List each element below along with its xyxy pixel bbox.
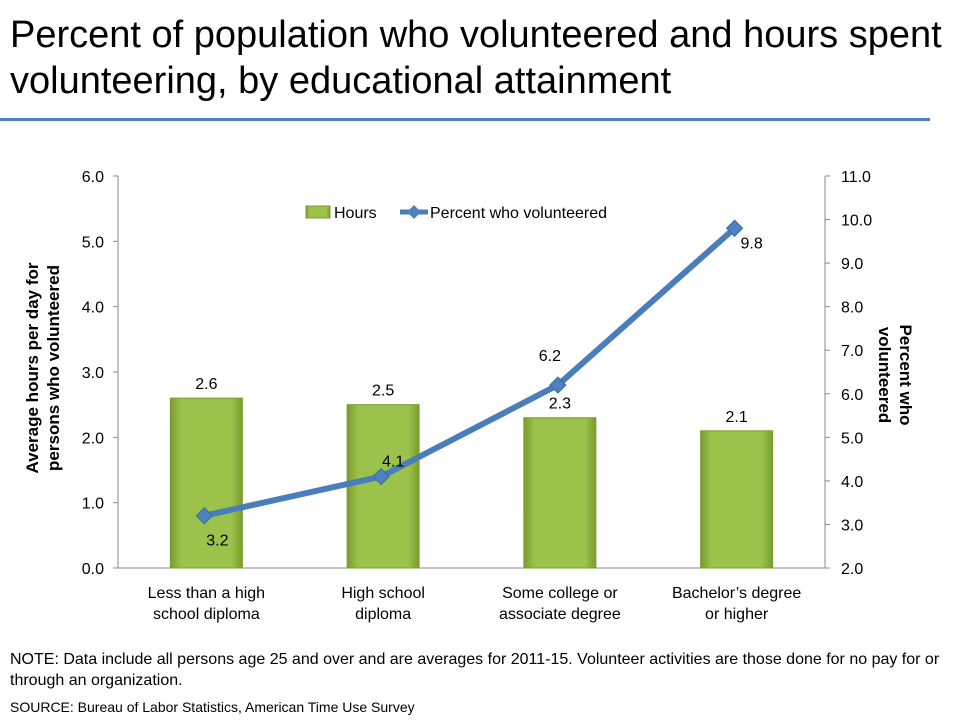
- right-tick-label: 3.0: [841, 517, 863, 534]
- bar-data-label: 2.1: [726, 409, 748, 426]
- category-label: school diploma: [153, 606, 260, 623]
- line-marker: [549, 376, 567, 394]
- right-tick-label: 2.0: [841, 561, 863, 578]
- left-axis-title: Average hours per day for persons who vol…: [23, 262, 63, 473]
- right-tick-label: 11.0: [841, 169, 871, 186]
- source: SOURCE: Bureau of Labor Statistics, Amer…: [10, 699, 415, 715]
- bar: [700, 430, 774, 569]
- right-tick-label: 5.0: [841, 430, 863, 447]
- right-tick-label: 7.0: [841, 343, 863, 360]
- left-tick-label: 2.0: [82, 430, 104, 447]
- bar-data-label: 2.6: [195, 376, 217, 393]
- line-series: [203, 226, 737, 519]
- chart-title: Percent of population who volunteered an…: [10, 14, 942, 102]
- line-data-label: 9.8: [741, 235, 763, 252]
- note: NOTE: Data include all persons age 25 an…: [10, 651, 940, 689]
- right-tick-label: 9.0: [841, 256, 863, 273]
- right-axis-title: Percent whovolunteered: [875, 324, 915, 425]
- left-tick-label: 0.0: [82, 561, 104, 578]
- category-label: Bachelor’s degree: [672, 585, 801, 602]
- category-label: Less than a high: [148, 585, 265, 602]
- legend-label-hours: Hours: [334, 205, 377, 222]
- line-data-label: 4.1: [382, 454, 404, 471]
- right-tick-label: 4.0: [841, 474, 863, 491]
- category-label: or higher: [705, 606, 769, 623]
- left-tick-label: 5.0: [82, 234, 104, 251]
- left-tick-label: 1.0: [82, 496, 104, 513]
- bar: [523, 417, 597, 569]
- line-marker: [372, 467, 390, 486]
- legend-label-percent: Percent who volunteered: [430, 205, 607, 222]
- bar-data-label: 2.3: [549, 396, 571, 413]
- bar-data-label: 2.5: [372, 383, 394, 400]
- category-label: associate degree: [499, 606, 621, 623]
- legend-bar-swatch: [305, 205, 331, 219]
- title-divider: [0, 118, 930, 121]
- left-tick-label: 6.0: [82, 169, 104, 186]
- line-data-label: 3.2: [206, 533, 228, 550]
- legend-marker: [407, 205, 421, 219]
- left-tick-label: 3.0: [82, 365, 104, 382]
- category-label: High school: [341, 585, 425, 602]
- line-marker: [725, 219, 744, 237]
- category-label: diploma: [355, 606, 411, 623]
- bar: [346, 404, 420, 569]
- line-marker: [195, 507, 214, 525]
- right-tick-label: 6.0: [841, 387, 863, 404]
- right-tick-label: 8.0: [841, 300, 863, 317]
- right-tick-label: 10.0: [841, 213, 872, 230]
- left-tick-label: 4.0: [82, 300, 104, 317]
- category-label: Some college or: [502, 585, 618, 602]
- line-data-label: 6.2: [539, 348, 561, 365]
- bar: [169, 397, 243, 569]
